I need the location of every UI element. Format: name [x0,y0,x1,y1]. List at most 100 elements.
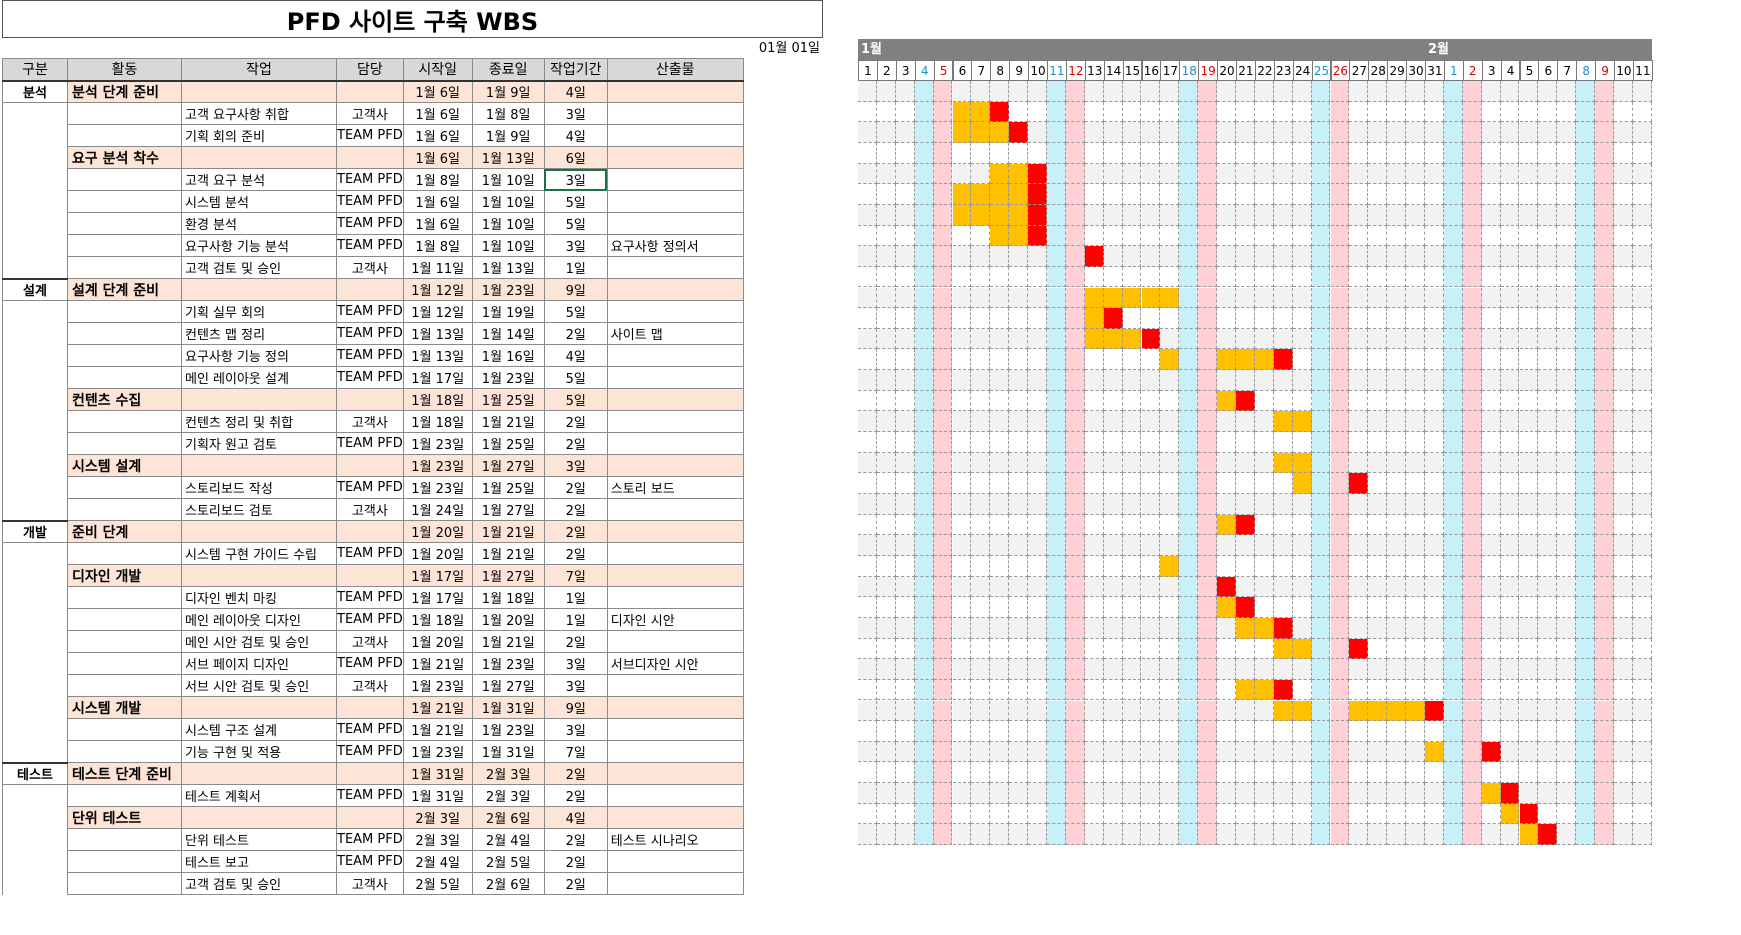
gantt-work-cell[interactable] [1500,803,1520,825]
gantt-cell[interactable] [1462,163,1482,185]
gantt-cell[interactable] [952,81,972,102]
gantt-cell[interactable] [1500,225,1520,247]
gantt-cell[interactable] [1557,576,1577,598]
gantt-cell[interactable] [876,535,896,556]
gantt-cell[interactable] [1349,411,1369,433]
gantt-cell[interactable] [1462,328,1482,350]
gantt-cell[interactable] [1538,370,1558,391]
gantt-cell[interactable] [1047,246,1066,267]
gantt-work-cell[interactable] [1009,225,1029,247]
end-date-cell[interactable]: 1월 25일 [471,432,545,455]
gantt-cell[interactable] [1632,597,1652,618]
gantt-cell[interactable] [895,494,915,515]
gantt-cell[interactable] [933,101,953,123]
gantt-cell[interactable] [1406,204,1425,226]
gantt-cell[interactable] [1406,122,1425,143]
gantt-cell[interactable] [1065,659,1085,680]
gantt-cell[interactable] [1217,246,1236,267]
gantt-cell[interactable] [1462,721,1482,742]
gantt-cell[interactable] [1557,659,1577,680]
gantt-cell[interactable] [1576,81,1596,102]
gantt-cell[interactable] [933,308,953,329]
gantt-cell[interactable] [1330,783,1350,804]
gantt-cell[interactable] [1122,679,1142,701]
gantt-cell[interactable] [1557,700,1577,722]
gantt-cell[interactable] [1292,803,1312,825]
gantt-cell[interactable] [1330,700,1350,722]
gantt-cell[interactable] [1595,184,1614,205]
gantt-cell[interactable] [990,659,1010,680]
gantt-cell[interactable] [1462,349,1482,371]
gantt-work-cell[interactable] [1103,328,1123,350]
gantt-cell[interactable] [971,638,991,660]
gantt-cell[interactable] [858,617,877,639]
gantt-cell[interactable] [1273,287,1293,309]
gantt-cell[interactable] [1557,803,1577,825]
gantt-cell[interactable] [1141,762,1161,784]
gantt-cell[interactable] [1519,452,1539,474]
gantt-cell[interactable] [1028,762,1047,784]
gantt-cell[interactable] [1462,390,1482,412]
gantt-cell[interactable] [1273,204,1293,226]
gantt-cell[interactable] [1443,163,1463,185]
owner-cell[interactable]: TEAM PFD [336,300,404,323]
gantt-cell[interactable] [1236,370,1255,391]
gantt-cell[interactable] [1273,225,1293,247]
gantt-cell[interactable] [1179,163,1199,185]
gantt-cell[interactable] [876,597,896,618]
gantt-cell[interactable] [1292,204,1312,226]
gantt-cell[interactable] [1538,81,1558,102]
gantt-cell[interactable] [1065,411,1085,433]
gantt-cell[interactable] [1349,287,1369,309]
category-cell[interactable] [2,410,68,433]
gantt-cell[interactable] [990,287,1010,309]
gantt-cell[interactable] [1198,721,1218,742]
gantt-cell[interactable] [1387,617,1407,639]
gantt-cell[interactable] [990,246,1010,267]
gantt-cell[interactable] [1311,101,1331,123]
task-name[interactable]: 기획 회의 준비 [181,124,337,147]
start-date-cell[interactable]: 1월 18일 [402,388,473,411]
gantt-cell[interactable] [1481,824,1501,846]
duration-cell[interactable]: 3일 [543,652,608,675]
gantt-cell[interactable] [1557,81,1577,102]
gantt-cell[interactable] [1122,452,1142,474]
duration-cell[interactable]: 5일 [543,190,608,213]
gantt-cell[interactable] [1614,204,1633,226]
gantt-cell[interactable] [1311,679,1331,701]
gantt-end-cell[interactable] [1349,473,1369,494]
gantt-cell[interactable] [1349,555,1369,577]
end-date-cell[interactable]: 2월 6일 [471,872,545,895]
gantt-end-cell[interactable] [1425,700,1444,722]
gantt-cell[interactable] [1065,555,1085,577]
activity-cell[interactable] [67,718,182,741]
gantt-cell[interactable] [1084,741,1104,763]
gantt-cell[interactable] [1614,700,1633,722]
gantt-cell[interactable] [1254,101,1274,123]
gantt-cell[interactable] [1576,163,1596,185]
gantt-cell[interactable] [1481,679,1501,701]
gantt-cell[interactable] [1462,597,1482,618]
gantt-cell[interactable] [1009,700,1029,722]
gantt-cell[interactable] [1292,679,1312,701]
output-cell[interactable] [606,256,744,279]
gantt-cell[interactable] [876,555,896,577]
gantt-cell[interactable] [1311,81,1331,102]
gantt-cell[interactable] [1028,597,1047,618]
gantt-cell[interactable] [914,576,934,598]
gantt-cell[interactable] [1443,679,1463,701]
gantt-cell[interactable] [1236,803,1255,825]
activity-cell[interactable] [67,124,182,147]
gantt-cell[interactable] [876,370,896,391]
gantt-cell[interactable] [914,741,934,763]
gantt-cell[interactable] [1198,122,1218,143]
gantt-cell[interactable] [1595,783,1614,804]
gantt-cell[interactable] [1443,308,1463,329]
gantt-cell[interactable] [1236,721,1255,742]
gantt-cell[interactable] [1462,700,1482,722]
gantt-cell[interactable] [1406,597,1425,618]
gantt-cell[interactable] [1425,824,1444,846]
owner-cell[interactable]: TEAM PFD [336,652,404,675]
gantt-cell[interactable] [1443,81,1463,102]
gantt-cell[interactable] [1217,328,1236,350]
